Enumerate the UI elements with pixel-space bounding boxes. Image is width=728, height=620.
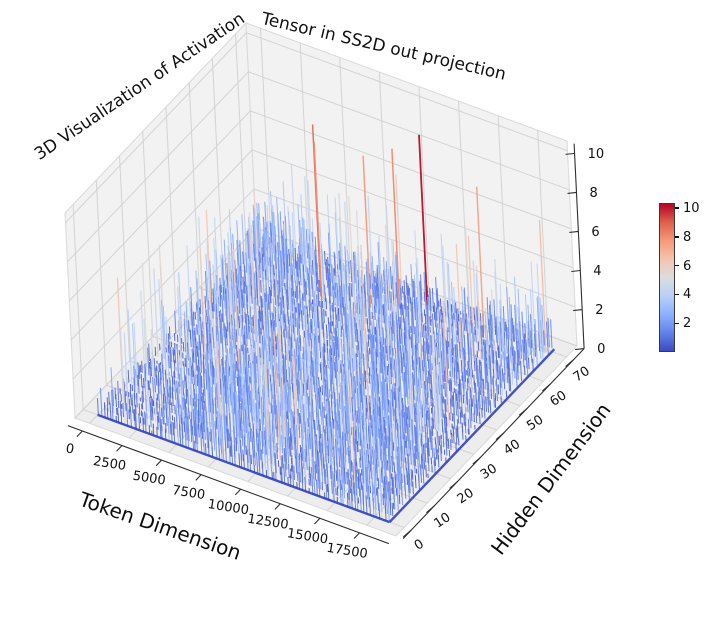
y-tick-label: 20 (455, 486, 477, 508)
colorbar-tick-mark (675, 207, 679, 209)
x-tick-label: 0 (65, 441, 76, 457)
colorbar-tick-label: 10 (683, 201, 700, 217)
x-tick-label: 10000 (207, 497, 250, 518)
x-tick-label: 2500 (92, 454, 127, 474)
z-tick-label: 4 (593, 264, 601, 279)
y-tick-label: 60 (548, 388, 570, 410)
y-tick-label: 40 (501, 437, 523, 459)
colorbar-tick-mark (675, 322, 679, 324)
y-tick-label: 10 (431, 510, 453, 532)
x-tick-label: 12500 (246, 512, 289, 533)
x-tick-label: 17500 (325, 541, 368, 562)
stem-base-edge (97, 348, 556, 524)
y-tick-label: 0 (412, 537, 427, 554)
colorbar-gradient (659, 203, 675, 352)
z-tick-label: 2 (595, 303, 603, 318)
colorbar-tick-label: 4 (683, 287, 692, 303)
colorbar-tick-mark (675, 236, 679, 238)
colorbar: 2 4 6 8 10 (659, 202, 700, 352)
z-tick-label: 6 (591, 225, 599, 240)
x-tick-label: 15000 (286, 526, 329, 547)
colorbar-tick-mark (675, 264, 679, 267)
y-tick-label: 70 (571, 364, 593, 386)
colorbar-tick-label: 6 (683, 258, 692, 274)
x-tick-label: 5000 (132, 469, 167, 489)
colorbar-tick-label: 2 (683, 316, 692, 332)
colorbar-tick-label: 8 (683, 229, 692, 245)
colorbar-tick-mark (675, 293, 679, 296)
y-tick-label: 50 (524, 413, 546, 435)
z-tick-label: 10 (588, 147, 605, 162)
y-tick-label: 30 (478, 461, 500, 483)
z-tick-label: 0 (597, 342, 605, 357)
z-tick-label: 8 (589, 186, 597, 201)
x-tick-label: 7500 (171, 483, 206, 503)
stem-field (97, 124, 553, 523)
